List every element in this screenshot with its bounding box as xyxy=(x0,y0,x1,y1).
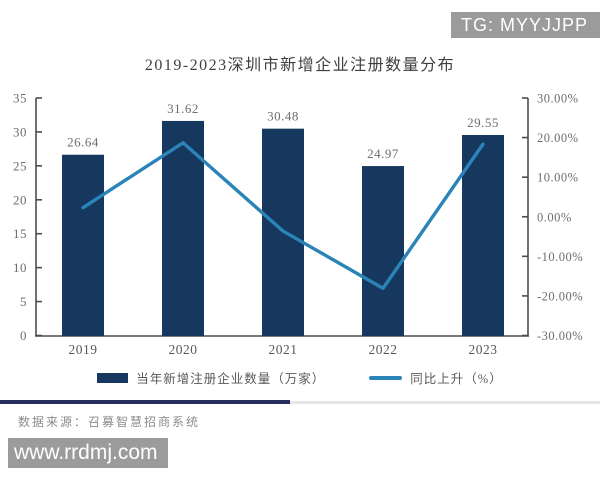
footer-divider-accent xyxy=(0,400,290,404)
left-axis-tick-label: 35 xyxy=(13,91,27,106)
bar-value-label: 29.55 xyxy=(467,115,499,130)
x-axis-label: 2022 xyxy=(369,342,398,357)
line-series-swatch-icon xyxy=(369,375,403,380)
left-axis-tick-label: 15 xyxy=(13,226,27,241)
chart-canvas: 35 30 25 20 15 10 5 0 30.00% 20.00% 10.00% 0.00% -10… xyxy=(13,91,583,358)
right-axis-tick-label: 0.00% xyxy=(537,210,572,224)
data-source-note: 数据来源：召募智慧招商系统 xyxy=(18,415,201,429)
bar-value-label: 24.97 xyxy=(367,146,399,161)
right-axis-tick-label: -30.00% xyxy=(537,329,583,343)
bar-value-label: 31.62 xyxy=(167,101,199,116)
chart-title: 2019-2023深圳市新增企业注册数量分布 xyxy=(144,57,456,74)
x-axis-label: 2020 xyxy=(169,342,198,357)
right-axis-tick-label: 10.00% xyxy=(537,171,579,185)
left-axis-tick-label: 30 xyxy=(13,124,27,139)
x-axis-label: 2019 xyxy=(69,342,98,357)
left-axis-tick-label: 5 xyxy=(20,294,27,309)
footer-divider xyxy=(290,401,600,404)
chart-legend: 当年新增注册企业数量（万家） 同比上升（%） xyxy=(0,368,600,387)
line-series-label: 同比上升（%） xyxy=(410,372,503,386)
right-axis-tick-label: -10.00% xyxy=(537,250,583,264)
bar xyxy=(362,166,404,336)
right-axis-tick-label: 30.00% xyxy=(537,92,579,106)
bar xyxy=(462,134,504,336)
bar xyxy=(62,154,104,336)
right-axis-tick-label: -20.00% xyxy=(537,289,583,303)
line-series xyxy=(81,141,485,291)
bar-value-label: 26.64 xyxy=(67,135,99,150)
left-axis-tick-label: 25 xyxy=(13,158,27,173)
tg-watermark-badge: TG: MYYJJPP xyxy=(450,12,600,38)
left-axis-tick-label: 0 xyxy=(20,328,27,343)
bar-series-swatch-icon xyxy=(97,372,129,383)
right-axis-tick-label: 20.00% xyxy=(537,131,579,145)
bar-series-label: 当年新增注册企业数量（万家） xyxy=(136,372,326,386)
legend-item-bar-series: 当年新增注册企业数量（万家） xyxy=(97,368,325,387)
site-watermark-badge: www.rrdmj.com xyxy=(8,438,168,468)
legend-item-line-series: 同比上升（%） xyxy=(369,368,502,387)
x-axis-label: 2023 xyxy=(469,342,498,357)
bar-value-label: 30.48 xyxy=(267,109,299,124)
x-axis-label: 2021 xyxy=(269,342,298,357)
left-axis-tick-label: 20 xyxy=(13,192,27,207)
left-axis-tick-label: 10 xyxy=(13,260,27,275)
